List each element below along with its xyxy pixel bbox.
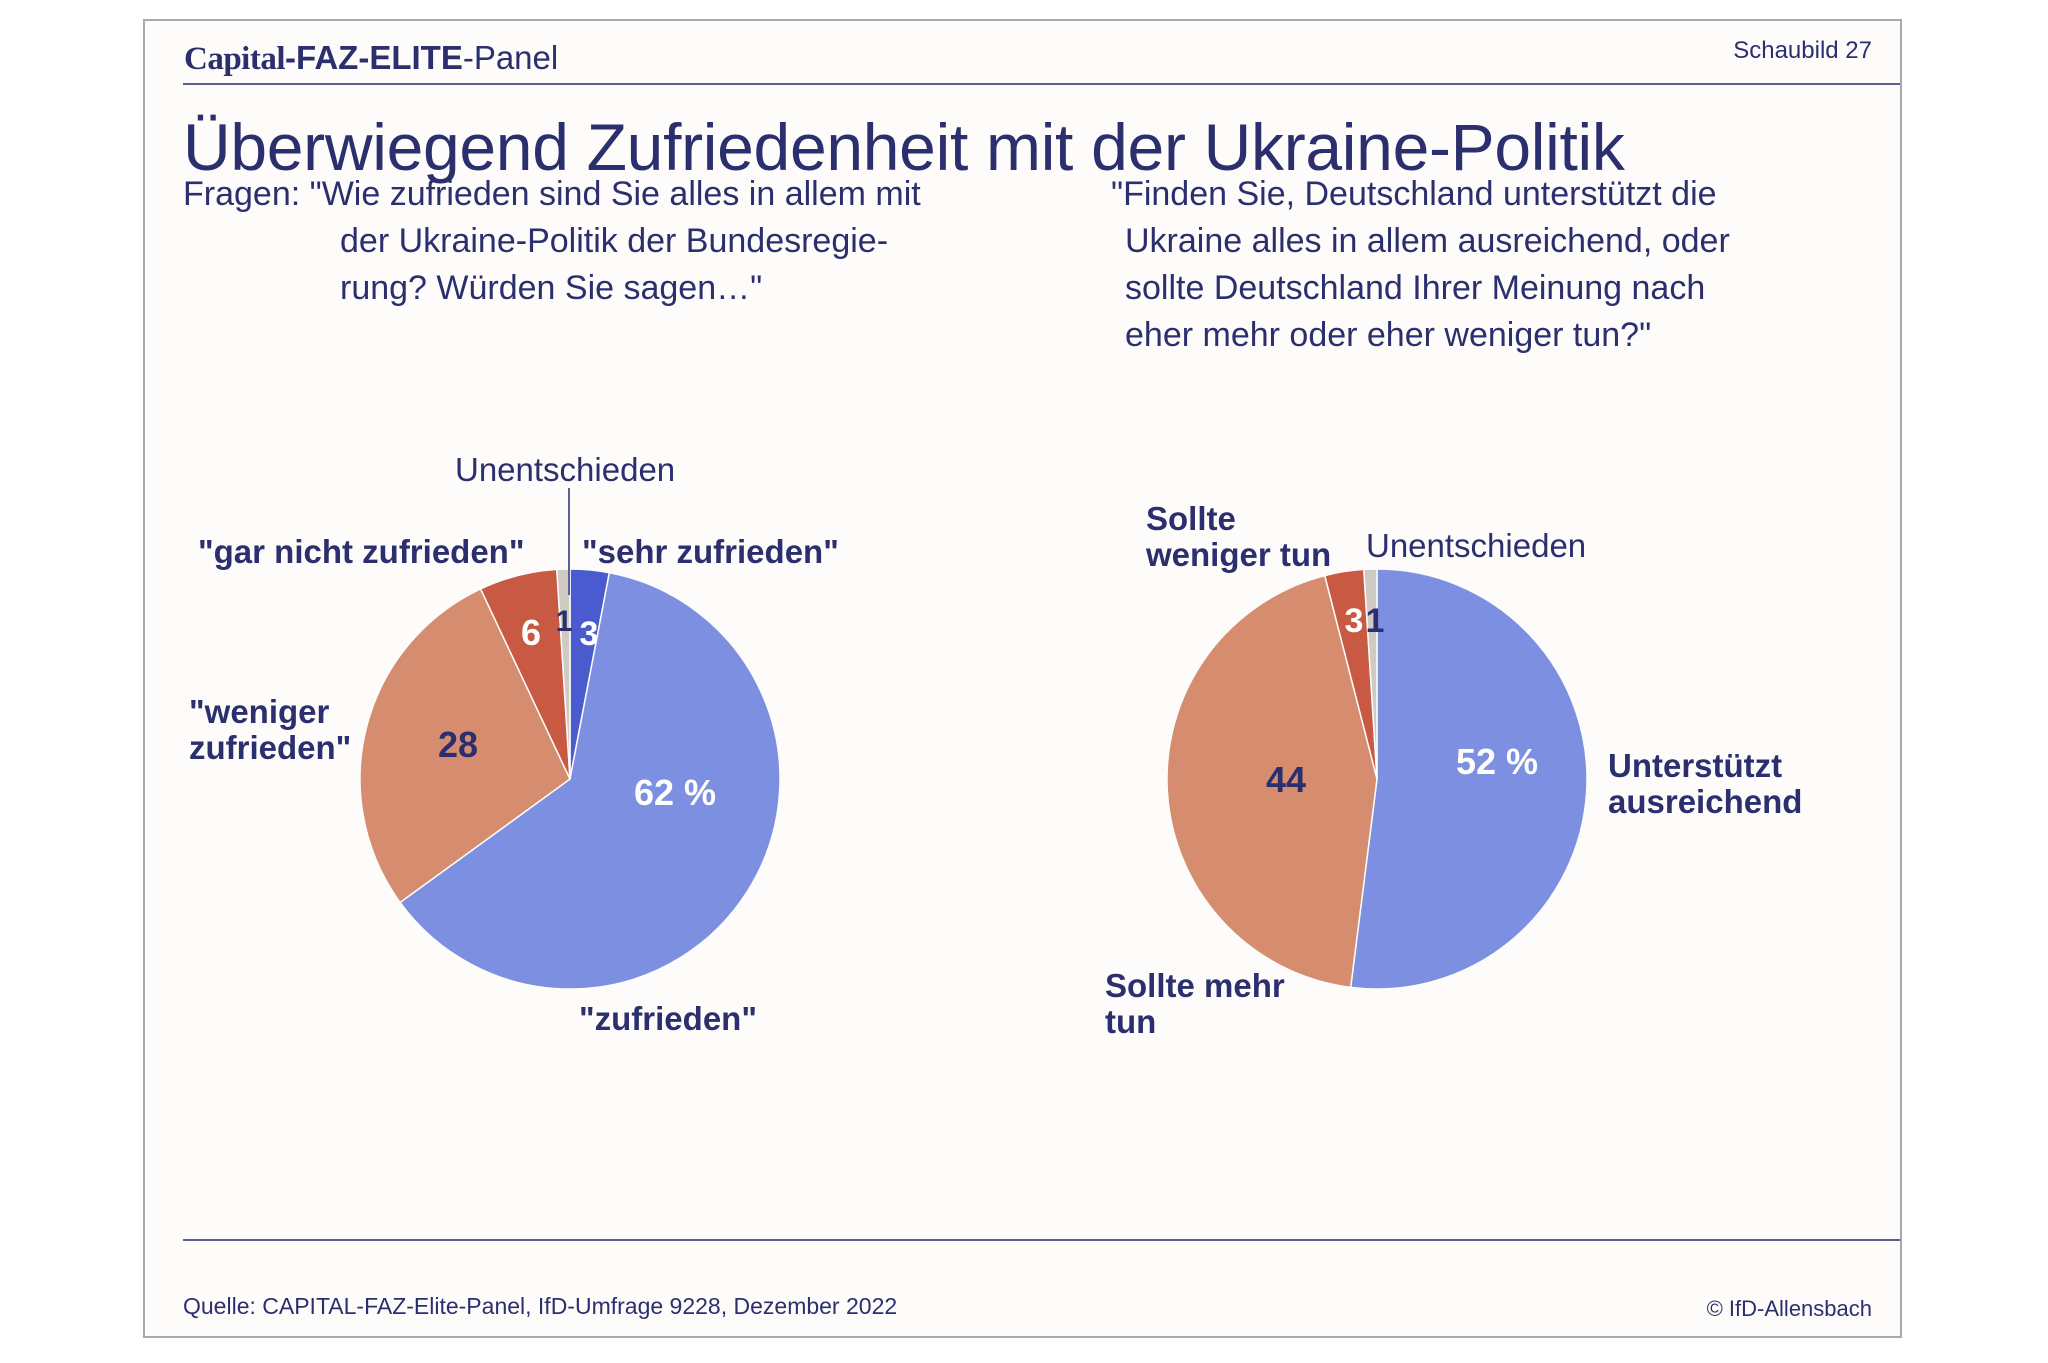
pie1-slice-0 <box>1349 568 1588 990</box>
pie0-value-label-0: 3 <box>580 615 599 653</box>
pie0-value-label-3: 6 <box>521 612 541 653</box>
right-label-ausreichend-1: Unterstützt <box>1608 747 1783 784</box>
left-label-gar-nicht-zufrieden: "gar nicht zufrieden" <box>198 533 525 570</box>
brand-capital: Capital <box>184 41 286 77</box>
left-label-unentschieden: Unentschieden <box>455 451 676 488</box>
footer-divider <box>183 1239 1900 1241</box>
pie0-value-label-2: 28 <box>438 724 478 765</box>
chart-frame: Capital-FAZ-ELITE-Panel Schaubild 27 Übe… <box>143 19 1902 1338</box>
pie1-value-label-0: 52 % <box>1456 741 1538 782</box>
copyright: © IfD-Allensbach <box>1706 1296 1872 1321</box>
right-label-weniger-1: Sollte <box>1146 500 1236 537</box>
brand-faz: -FAZ-ELITE <box>285 39 463 76</box>
right-label-unentschieden: Unentschieden <box>1366 527 1587 564</box>
pie0-value-label-4: 1 <box>556 605 573 638</box>
right-label-mehr-1: Sollte mehr <box>1105 967 1285 1004</box>
figure-number: Schaubild 27 <box>1733 37 1872 64</box>
question-right-line1: "Finden Sie, Deutschland unterstützt die <box>1111 175 1717 213</box>
left-label-weniger-zufrieden-1: "weniger <box>189 693 330 730</box>
source-note: Quelle: CAPITAL-FAZ-Elite-Panel, IfD-Umf… <box>183 1293 898 1319</box>
pie-charts: 362 %286 1 52 %443 1 <box>359 568 1588 990</box>
question-right-line4: eher mehr oder eher weniger tun?" <box>1125 316 1652 354</box>
left-unentschieden-leader-line <box>568 488 570 595</box>
header-divider <box>183 83 1900 85</box>
question-right-line3: sollte Deutschland Ihrer Meinung nach <box>1125 269 1706 307</box>
pie1-value-label-2: 3 <box>1345 602 1364 640</box>
pie1-value-label-3: 1 <box>1366 602 1385 640</box>
brand-panel: -Panel <box>462 39 559 76</box>
pie1-value-label-1: 44 <box>1266 759 1306 800</box>
pie1-slice-3 <box>1363 568 1378 780</box>
right-label-weniger-2: weniger tun <box>1146 536 1332 573</box>
pie-right: 52 % 44 3 1 <box>1166 568 1588 990</box>
pie0-value-label-1: 62 % <box>634 772 716 813</box>
question-right-line2: Ukraine alles in allem ausreichend, oder <box>1125 222 1730 260</box>
left-label-sehr-zufrieden: "sehr zufrieden" <box>582 533 839 570</box>
chart-title: Überwiegend Zufriedenheit mit der Ukrain… <box>183 110 1625 184</box>
right-label-mehr-2: tun <box>1105 1003 1157 1040</box>
pie1-slice-1 <box>1166 574 1378 989</box>
brand-logo: Capital-FAZ-ELITE-Panel <box>184 39 558 78</box>
right-label-ausreichend-2: ausreichend <box>1608 783 1803 820</box>
pie-left: 3 62 % 28 6 1 <box>359 568 781 990</box>
pie0-slice-1 <box>399 571 781 990</box>
left-label-zufrieden: "zufrieden" <box>579 1000 757 1037</box>
left-label-weniger-zufrieden-2: zufrieden" <box>189 729 352 766</box>
question-left-line2: der Ukraine-Politik der Bundesregie- <box>340 222 889 260</box>
question-left-line3: rung? Würden Sie sagen…" <box>340 269 763 307</box>
pie0-slice-2 <box>359 587 571 904</box>
question-left-line1: Fragen: "Wie zufrieden sind Sie alles in… <box>183 175 921 213</box>
